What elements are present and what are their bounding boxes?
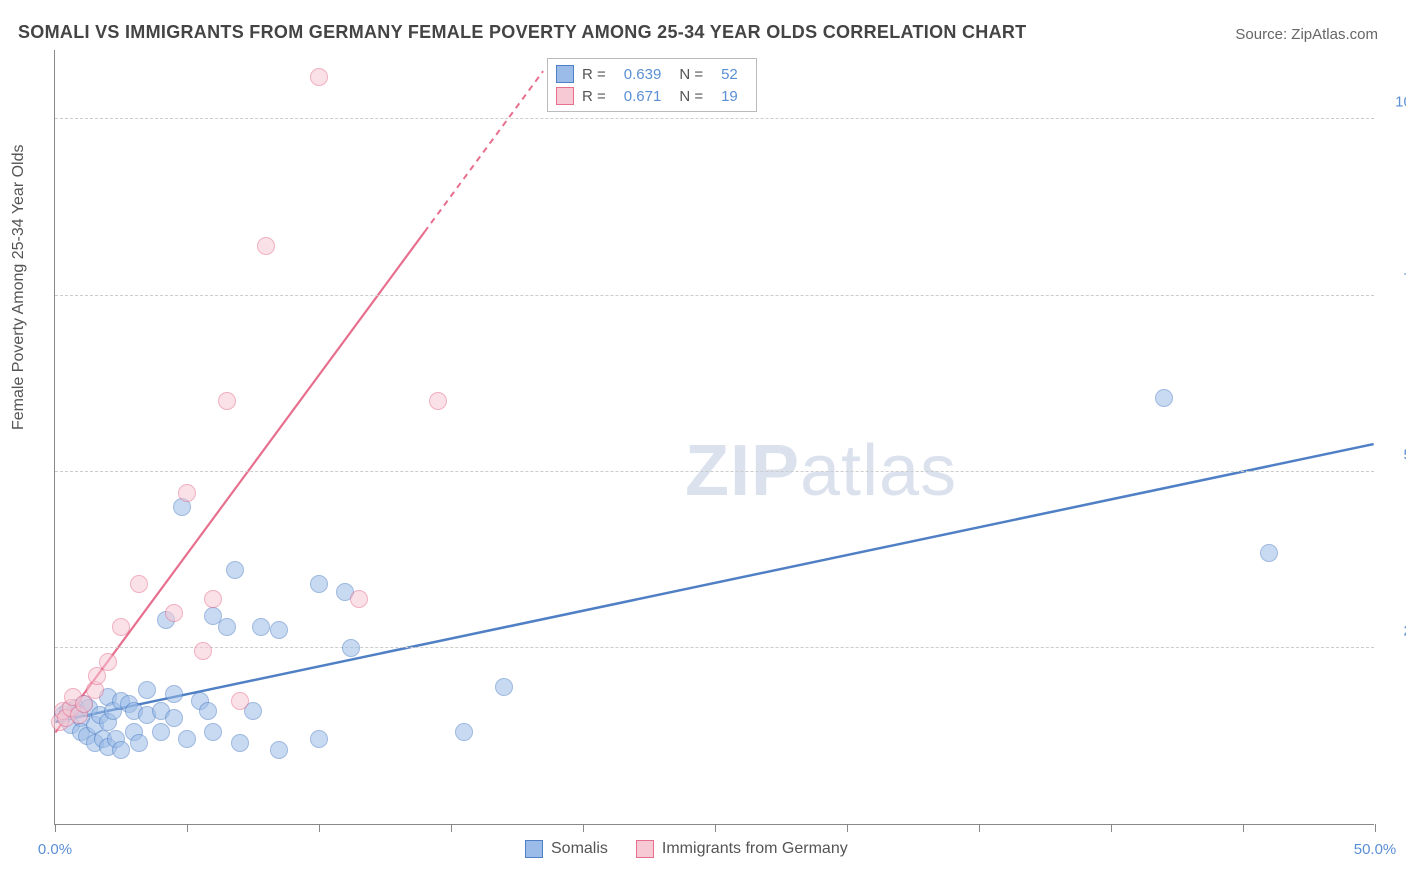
x-tick [187,824,188,832]
series-legend: Somalis Immigrants from Germany [525,840,848,858]
data-point [194,642,212,660]
n-value: 19 [711,88,748,105]
source-prefix: Source: [1235,26,1291,43]
n-value: 52 [711,66,748,83]
gridline-h [55,118,1374,119]
x-tick [1111,824,1112,832]
gridline-h [55,471,1374,472]
data-point [1260,544,1278,562]
data-point [270,621,288,639]
legend-item: Somalis [525,840,608,858]
r-label: R = [582,66,606,83]
x-tick-label: 50.0% [1354,841,1397,858]
x-tick [451,824,452,832]
n-label: N = [679,66,703,83]
chart-title: SOMALI VS IMMIGRANTS FROM GERMANY FEMALE… [18,22,1026,43]
data-point [138,681,156,699]
data-point [112,741,130,759]
x-tick [715,824,716,832]
legend-label: Immigrants from Germany [662,840,848,858]
data-point [226,561,244,579]
data-point [218,618,236,636]
x-tick [55,824,56,832]
data-point [204,723,222,741]
data-point [310,68,328,86]
data-point [1155,389,1173,407]
legend-swatch [636,840,654,858]
data-point [218,392,236,410]
data-point [178,730,196,748]
r-label: R = [582,88,606,105]
legend-swatch [556,87,574,105]
gridline-h [55,295,1374,296]
source-attribution: Source: ZipAtlas.com [1235,26,1378,43]
legend-item: Immigrants from Germany [636,840,848,858]
n-label: N = [679,88,703,105]
y-tick-label: 100.0% [1395,94,1406,111]
data-point [231,734,249,752]
data-point [199,702,217,720]
data-point [231,692,249,710]
data-point [152,723,170,741]
data-point [130,734,148,752]
plot-area: ZIPatlas R =0.639N =52R =0.671N =19 Soma… [54,50,1374,825]
x-tick [1243,824,1244,832]
legend-swatch [525,840,543,858]
legend-row: R = 0.639 N = 52 [556,63,748,85]
x-tick [319,824,320,832]
source-name: ZipAtlas.com [1291,26,1378,43]
data-point [252,618,270,636]
data-point [112,618,130,636]
legend-swatch [556,65,574,83]
r-value: 0.671 [614,88,672,105]
correlation-legend: R = 0.639 N = 52 R = 0.671 N = 19 [547,58,757,112]
data-point [342,639,360,657]
data-point [310,575,328,593]
data-point [257,237,275,255]
data-point [99,653,117,671]
legend-label: Somalis [551,840,608,858]
data-point [178,484,196,502]
y-axis-label: Female Poverty Among 25-34 Year Olds [10,145,28,431]
legend-row: R = 0.671 N = 19 [556,85,748,107]
data-point [270,741,288,759]
x-tick [583,824,584,832]
x-tick [847,824,848,832]
x-tick [979,824,980,832]
data-point [204,590,222,608]
data-point [495,678,513,696]
data-point [455,723,473,741]
data-point [429,392,447,410]
r-value: 0.639 [614,66,672,83]
x-tick-label: 0.0% [38,841,72,858]
data-point [165,709,183,727]
data-point [310,730,328,748]
data-point [350,590,368,608]
gridline-h [55,647,1374,648]
data-point [130,575,148,593]
x-tick [1375,824,1376,832]
data-point [165,604,183,622]
data-point [165,685,183,703]
